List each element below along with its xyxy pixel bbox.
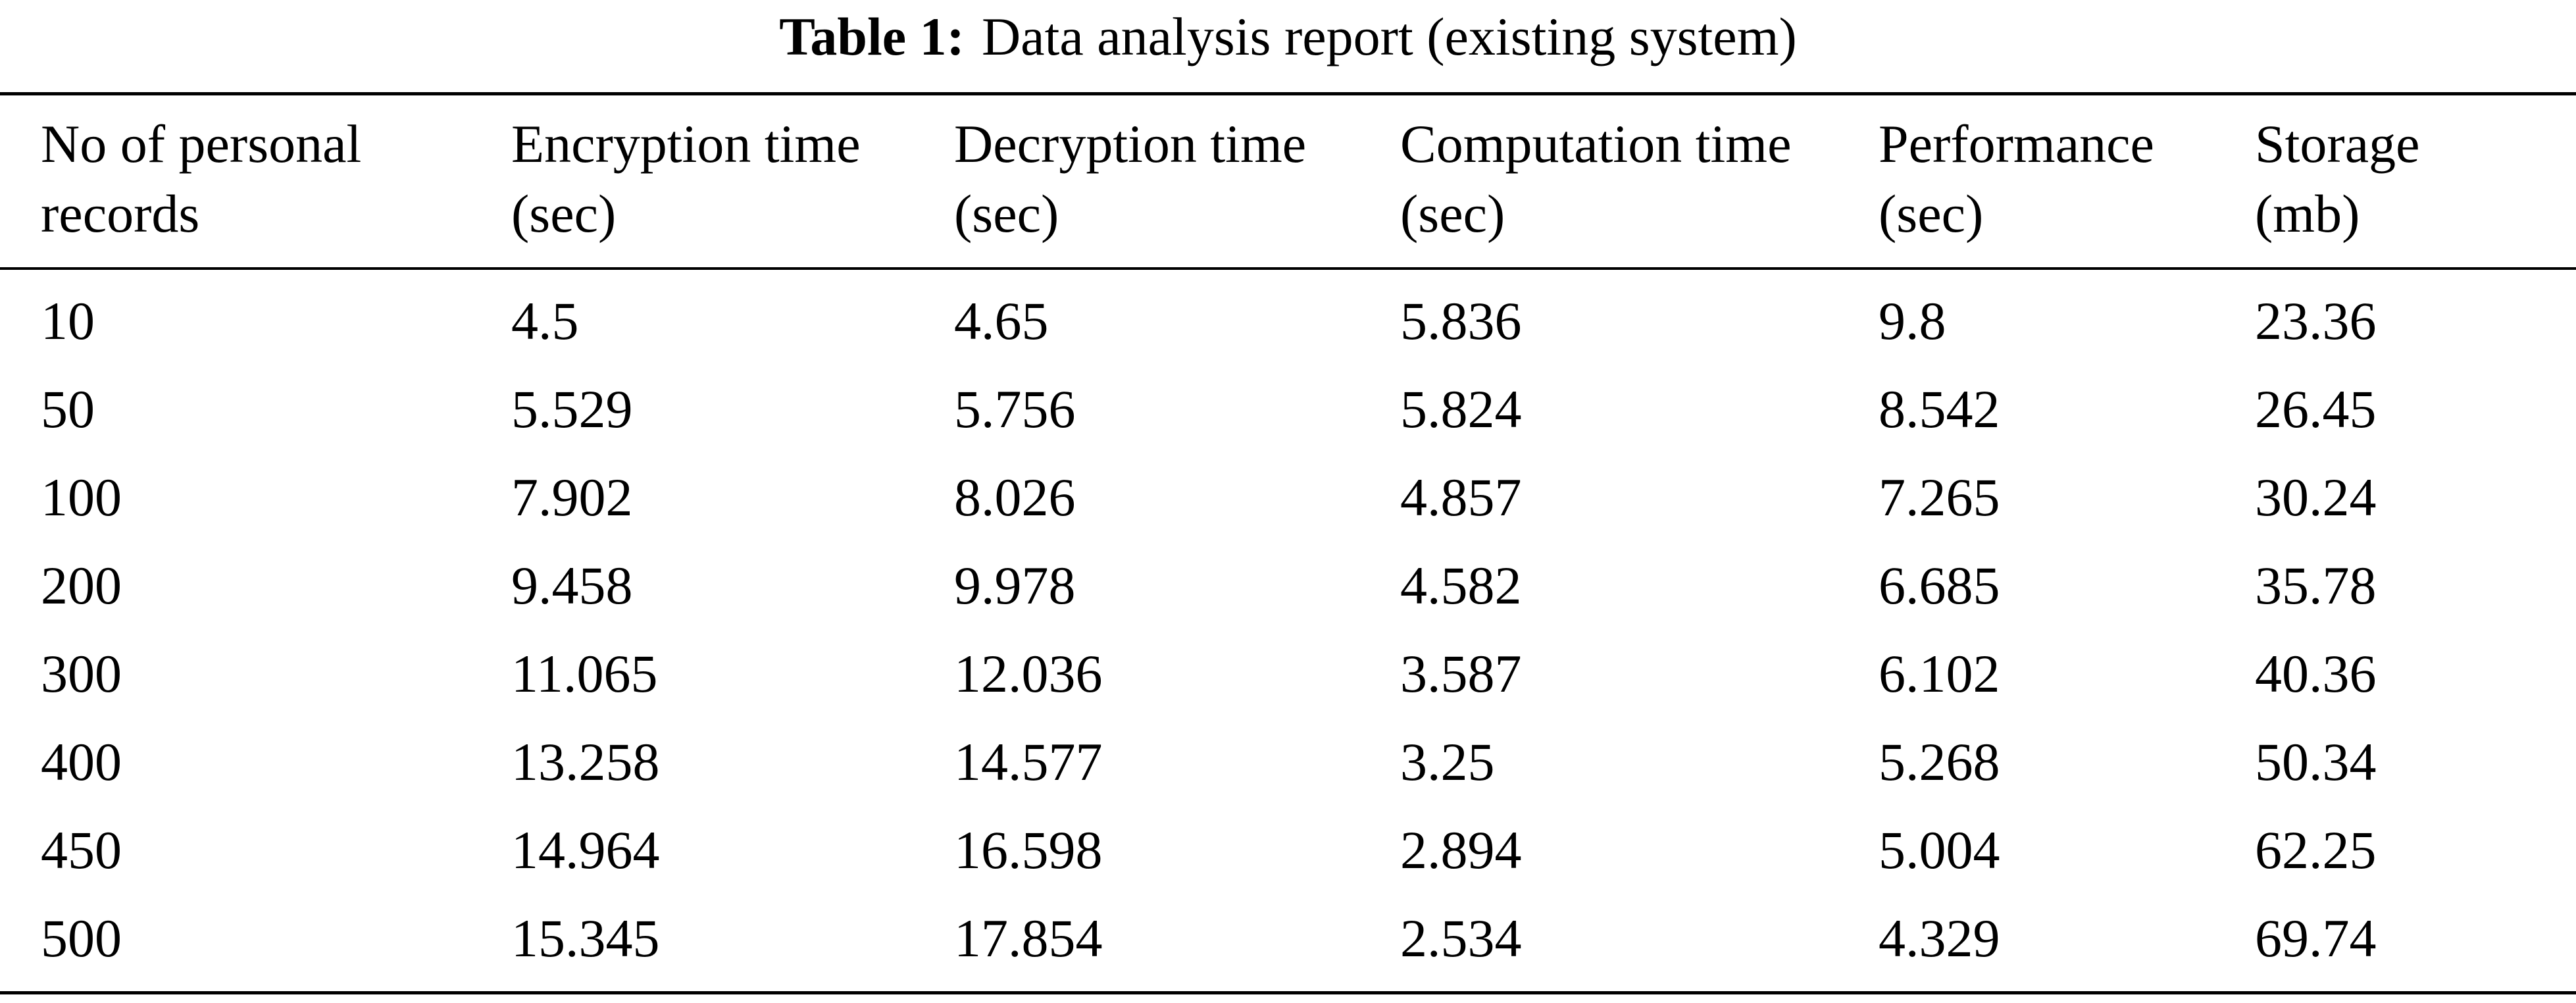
table-cell: 5.836 xyxy=(1400,291,1522,351)
table-body: 10 4.5 4.65 5.836 9.8 23.36 50 5.529 5.7… xyxy=(0,283,2576,989)
header-line: Encryption time xyxy=(511,114,861,174)
column-header-performance: Performance (sec) xyxy=(1879,109,2154,249)
table-cell: 62.25 xyxy=(2255,820,2377,880)
table-cell: 40.36 xyxy=(2255,644,2377,704)
table-cell: 6.685 xyxy=(1879,555,2000,615)
header-line: Decryption time xyxy=(954,114,1307,174)
caption-label: Table 1: xyxy=(779,7,965,66)
table-cell: 26.45 xyxy=(2255,379,2377,439)
table-cell: 8.542 xyxy=(1879,379,2000,439)
table-cell: 3.587 xyxy=(1400,644,1522,704)
table-cell: 5.756 xyxy=(954,379,1076,439)
table-cell: 50.34 xyxy=(2255,732,2377,792)
table-cell: 30.24 xyxy=(2255,467,2377,527)
table-header-row: No of personal records Encryption time (… xyxy=(0,109,2576,261)
table-cell: 400 xyxy=(41,732,122,792)
table-cell: 450 xyxy=(41,820,122,880)
table-cell: 9.458 xyxy=(511,555,633,615)
header-line: Storage xyxy=(2255,114,2420,174)
table-cell: 7.902 xyxy=(511,467,633,527)
table-row: 100 7.902 8.026 4.857 7.265 30.24 xyxy=(0,459,2576,548)
table-cell: 14.577 xyxy=(954,732,1103,792)
table-cell: 3.25 xyxy=(1400,732,1495,792)
table-row: 450 14.964 16.598 2.894 5.004 62.25 xyxy=(0,812,2576,900)
table-cell: 13.258 xyxy=(511,732,660,792)
top-rule xyxy=(0,92,2576,95)
table-cell: 15.345 xyxy=(511,908,660,968)
table-cell: 16.598 xyxy=(954,820,1103,880)
column-header-storage: Storage (mb) xyxy=(2255,109,2419,249)
header-line: No of personal xyxy=(41,114,362,174)
table-cell: 4.329 xyxy=(1879,908,2000,968)
table-row: 300 11.065 12.036 3.587 6.102 40.36 xyxy=(0,636,2576,724)
header-line: (sec) xyxy=(511,184,617,244)
table-cell: 2.534 xyxy=(1400,908,1522,968)
table-cell: 7.265 xyxy=(1879,467,2000,527)
table-cell: 300 xyxy=(41,644,122,704)
table-cell: 4.857 xyxy=(1400,467,1522,527)
bottom-rule xyxy=(0,991,2576,994)
table-cell: 35.78 xyxy=(2255,555,2377,615)
table-row: 400 13.258 14.577 3.25 5.268 50.34 xyxy=(0,724,2576,812)
table-cell: 12.036 xyxy=(954,644,1103,704)
table-cell: 5.268 xyxy=(1879,732,2000,792)
table-row: 500 15.345 17.854 2.534 4.329 69.74 xyxy=(0,900,2576,989)
header-line: (sec) xyxy=(954,184,1059,244)
table-cell: 100 xyxy=(41,467,122,527)
table-cell: 17.854 xyxy=(954,908,1103,968)
table-cell: 9.978 xyxy=(954,555,1076,615)
table-cell: 69.74 xyxy=(2255,908,2377,968)
header-line: records xyxy=(41,184,200,244)
header-rule xyxy=(0,267,2576,270)
table-caption: Table 1: Data analysis report (existing s… xyxy=(0,5,2576,68)
table-cell: 4.65 xyxy=(954,291,1049,351)
table-cell: 2.894 xyxy=(1400,820,1522,880)
table-cell: 4.5 xyxy=(511,291,579,351)
table-cell: 5.529 xyxy=(511,379,633,439)
table-cell: 9.8 xyxy=(1879,291,1946,351)
table-cell: 4.582 xyxy=(1400,555,1522,615)
header-line: Performance xyxy=(1879,114,2154,174)
table-row: 200 9.458 9.978 4.582 6.685 35.78 xyxy=(0,548,2576,636)
column-header-encryption-time: Encryption time (sec) xyxy=(511,109,861,249)
header-line: (sec) xyxy=(1400,184,1505,244)
table-cell: 8.026 xyxy=(954,467,1076,527)
column-header-decryption-time: Decryption time (sec) xyxy=(954,109,1306,249)
header-line: (sec) xyxy=(1879,184,1984,244)
table-cell: 6.102 xyxy=(1879,644,2000,704)
column-header-computation-time: Computation time (sec) xyxy=(1400,109,1791,249)
caption-text: Data analysis report (existing system) xyxy=(981,7,1797,66)
table-cell: 500 xyxy=(41,908,122,968)
table-cell: 14.964 xyxy=(511,820,660,880)
column-header-records: No of personal records xyxy=(41,109,361,249)
table-cell: 23.36 xyxy=(2255,291,2377,351)
table-cell: 5.824 xyxy=(1400,379,1522,439)
table-cell: 10 xyxy=(41,291,95,351)
table-cell: 5.004 xyxy=(1879,820,2000,880)
table-row: 50 5.529 5.756 5.824 8.542 26.45 xyxy=(0,371,2576,459)
table-cell: 11.065 xyxy=(511,644,658,704)
header-line: (mb) xyxy=(2255,184,2360,244)
table-cell: 50 xyxy=(41,379,95,439)
table-row: 10 4.5 4.65 5.836 9.8 23.36 xyxy=(0,283,2576,371)
header-line: Computation time xyxy=(1400,114,1792,174)
table-cell: 200 xyxy=(41,555,122,615)
